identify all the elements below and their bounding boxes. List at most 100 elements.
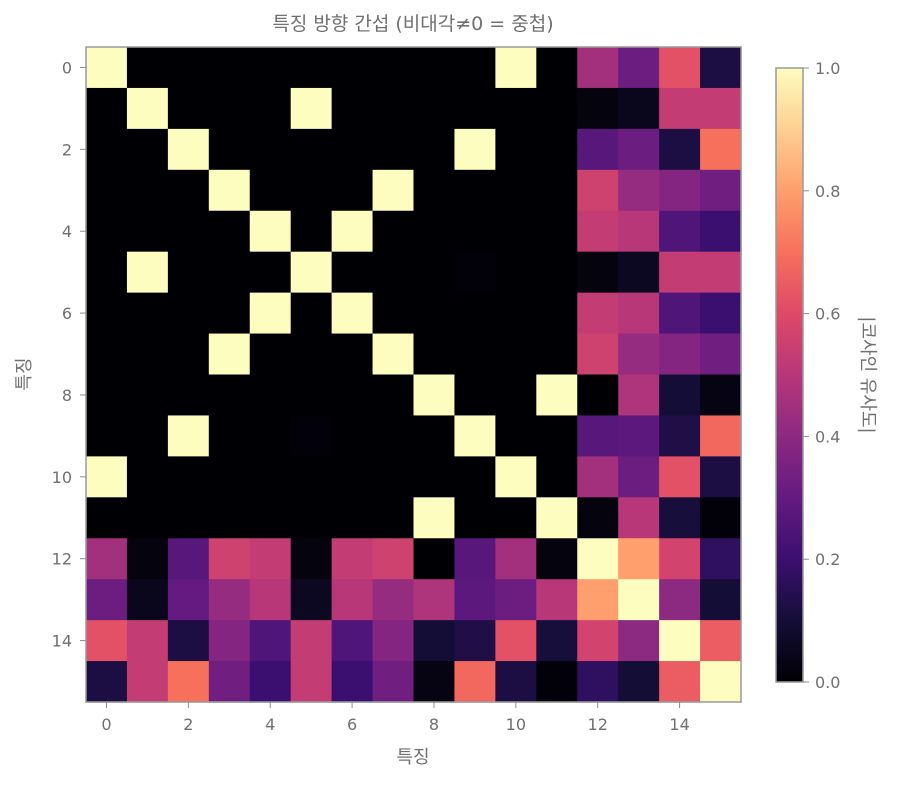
heatmap-cell — [249, 128, 292, 171]
heatmap-cell — [290, 415, 333, 457]
heatmap-cell — [700, 415, 742, 457]
heatmap-cell — [290, 333, 333, 376]
heatmap-cell — [126, 579, 169, 621]
heatmap-cell — [700, 292, 742, 335]
heatmap-cell — [577, 579, 619, 621]
heatmap-cell — [413, 87, 456, 130]
heatmap-cell — [413, 128, 456, 171]
colorbar-tick-label: 1.0 — [815, 59, 840, 78]
y-tick-label: 2 — [62, 140, 72, 159]
colorbar-tick-label: 0.2 — [815, 550, 840, 569]
heatmap-cell — [290, 292, 333, 335]
heatmap-cell — [126, 497, 169, 539]
heatmap-cell — [495, 292, 537, 335]
heatmap-cell — [208, 415, 251, 457]
heatmap-cell — [331, 497, 374, 539]
x-tick-label: 8 — [429, 715, 439, 734]
heatmap-cell — [86, 210, 128, 253]
heatmap-cell — [208, 374, 251, 417]
heatmap-cell — [372, 333, 415, 376]
heatmap-cell — [454, 579, 496, 621]
heatmap-cell — [126, 374, 169, 417]
heatmap-cell — [495, 87, 537, 130]
y-tick-label: 6 — [62, 304, 72, 323]
heatmap-cell — [577, 169, 619, 212]
heatmap-cell — [495, 538, 537, 580]
heatmap-cell — [413, 251, 456, 294]
heatmap-cell — [290, 661, 333, 703]
heatmap-cell — [208, 620, 251, 662]
heatmap-cell — [372, 661, 415, 703]
heatmap-cell — [577, 251, 619, 294]
heatmap-cell — [536, 333, 578, 376]
heatmap-cell — [536, 47, 578, 89]
y-tick-label: 0 — [62, 58, 72, 77]
heatmap-cell — [86, 47, 128, 89]
heatmap-cell — [249, 210, 292, 253]
heatmap-cell — [290, 251, 333, 294]
x-axis-label: 특징 — [396, 747, 429, 768]
heatmap-cell — [495, 579, 537, 621]
heatmap-cell — [618, 620, 660, 662]
heatmap-cell — [413, 538, 456, 580]
heatmap-cell — [659, 128, 701, 171]
heatmap-cell — [454, 374, 496, 417]
heatmap-cell — [331, 292, 374, 335]
heatmap-cell — [249, 620, 292, 662]
heatmap-cell — [167, 661, 210, 703]
heatmap-cell — [495, 374, 537, 417]
heatmap-cell — [659, 579, 701, 621]
colorbar-label: |코사인 유사도| — [857, 316, 878, 433]
heatmap-cell — [126, 169, 169, 212]
heatmap-cell — [618, 538, 660, 580]
heatmap-cell — [454, 661, 496, 703]
heatmap-cell — [536, 169, 578, 212]
heatmap-cell — [167, 210, 210, 253]
heatmap-cell — [290, 47, 333, 89]
heatmap-cell — [495, 210, 537, 253]
heatmap-cell — [413, 497, 456, 539]
heatmap-cell — [167, 251, 210, 294]
heatmap-cell — [331, 47, 374, 89]
heatmap-cell — [618, 210, 660, 253]
heatmap-cell — [331, 210, 374, 253]
x-tick-label: 2 — [183, 715, 193, 734]
heatmap-cell — [86, 251, 128, 294]
heatmap-cell — [577, 661, 619, 703]
heatmap-cell — [126, 538, 169, 580]
heatmap-cell — [577, 374, 619, 417]
x-tick-label: 6 — [347, 715, 357, 734]
heatmap-cell — [208, 579, 251, 621]
heatmap-cell — [331, 661, 374, 703]
heatmap-cell — [208, 538, 251, 580]
heatmap-cell — [290, 210, 333, 253]
heatmap-cell — [372, 579, 415, 621]
heatmap-cell — [331, 620, 374, 662]
heatmap-cell — [700, 538, 742, 580]
heatmap-cell — [700, 251, 742, 294]
heatmap-cell — [208, 251, 251, 294]
heatmap-cell — [372, 87, 415, 130]
heatmap-cell — [249, 456, 292, 498]
heatmap-cell — [290, 620, 333, 662]
heatmap-cell — [208, 497, 251, 539]
x-tick-label: 4 — [265, 715, 275, 734]
heatmap-cell — [495, 661, 537, 703]
heatmap-cell — [372, 374, 415, 417]
heatmap-cell — [249, 47, 292, 89]
heatmap-cell — [331, 579, 374, 621]
colorbar-ticks: 0.0 0.2 0.4 0.6 0.8 1.0 — [803, 59, 840, 692]
heatmap-cell — [372, 292, 415, 335]
heatmap-cell — [208, 47, 251, 89]
heatmap-cell — [495, 169, 537, 212]
heatmap-cell — [249, 333, 292, 376]
heatmap-cell — [700, 497, 742, 539]
heatmap-cell — [700, 210, 742, 253]
heatmap-cell — [208, 456, 251, 498]
heatmap-cell — [86, 538, 128, 580]
heatmap-cell — [208, 169, 251, 212]
heatmap-cell — [454, 538, 496, 580]
heatmap-cell — [413, 210, 456, 253]
y-tick-label: 10 — [52, 468, 72, 487]
heatmap-cell — [413, 456, 456, 498]
